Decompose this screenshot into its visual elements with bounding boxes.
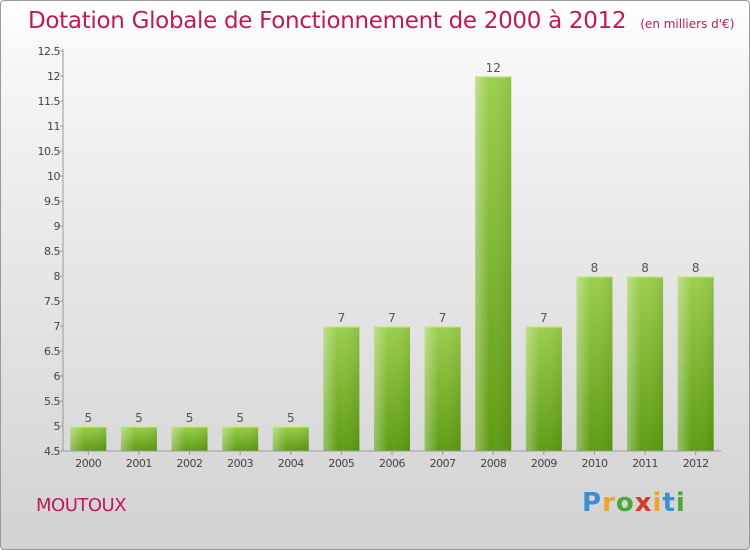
y-tick-label: 7.5 [44,295,60,308]
x-tick-label: 2006 [379,457,405,470]
bar-highlight [171,426,208,451]
bar-top-edge [272,426,309,428]
x-tick-label: 2009 [531,457,557,470]
bar-top-edge [627,276,664,278]
bar-top-edge [323,326,360,328]
chart-title: Dotation Globale de Fonctionnement de 20… [28,8,734,34]
y-tick-label: 10.5 [38,145,61,158]
bar-highlight [222,426,259,451]
bar-top-edge [424,326,461,328]
y-tick-label: 10 [47,170,60,183]
y-tick-label: 6 [54,370,61,383]
bar-value-label: 5 [236,411,244,425]
y-tick-label: 11.5 [38,95,61,108]
x-tick-label: 2010 [581,457,607,470]
y-tick-label: 8 [54,270,61,283]
bar-top-edge [677,276,714,278]
bar-value-label: 12 [486,61,501,75]
bar-value-label: 7 [540,311,548,325]
bar-value-label: 7 [338,311,346,325]
bar-highlight [576,276,613,451]
bar-value-label: 8 [641,261,649,275]
bar-top-edge [525,326,562,328]
bar-highlight [374,326,410,451]
y-tick-label: 9 [54,220,61,233]
x-tick-label: 2002 [177,457,203,470]
bar-top-edge [222,426,259,428]
x-tick-label: 2000 [75,457,101,470]
y-tick-label: 4.5 [44,445,60,458]
bar-top-edge [70,426,107,428]
bar-value-label: 8 [591,261,599,275]
bar-top-edge [576,276,613,278]
bar-value-label: 8 [692,261,700,275]
y-axis: 4.5 5 5.5 6 6.5 7 7.5 8 8.5 9 9.5 10 10.5 11 11.5 12 12.… [38,45,64,458]
y-tick-label: 9.5 [44,195,60,208]
bar-highlight [525,326,562,451]
x-tick-label: 2012 [683,457,709,470]
bar-highlight [323,326,360,451]
x-tick-label: 2008 [480,457,506,470]
y-tick-label: 8.5 [44,245,60,258]
bar-value-label: 5 [287,411,295,425]
bar-value-label: 5 [135,411,143,425]
bar-highlight [272,426,309,451]
bar-highlight [475,76,512,451]
y-tick-label: 7 [54,320,61,333]
bar-top-edge [120,426,157,428]
proxiti-logo: Proxiti [582,488,686,518]
bar-top-edge [374,326,410,328]
bar-highlight [120,426,157,451]
y-tick-label: 5 [54,420,61,433]
bar-top-edge [171,426,208,428]
y-tick-label: 11 [47,120,60,133]
y-tick-label: 12.5 [38,45,61,58]
y-tick-label: 6.5 [44,345,60,358]
x-tick-label: 2005 [328,457,354,470]
title-text: Dotation Globale de Fonctionnement de 20… [28,8,627,34]
bar-value-label: 7 [388,311,396,325]
chart-subtitle: (en milliers d'€) [640,17,735,31]
y-tick-label: 5.5 [44,395,60,408]
town-name: MOUTOUX [36,495,127,516]
x-tick-label: 2001 [126,457,152,470]
bar-highlight [677,276,714,451]
x-axis: 2000 2001 2002 2003 2004 2005 2006 2007 2008 2009… [63,450,721,470]
bar-value-label: 5 [84,411,92,425]
x-tick-label: 2003 [227,457,253,470]
bar-highlight [70,426,107,451]
bar-value-label: 5 [186,411,194,425]
bar-value-label: 7 [439,311,447,325]
x-tick-label: 2007 [430,457,456,470]
bar-highlight [627,276,664,451]
bar-top-edge [475,76,512,78]
y-tick-label: 12 [47,70,60,83]
bar-highlight [424,326,461,451]
x-tick-label: 2004 [278,457,304,470]
bars: 5 5 5 5 5 7 7 7 12 7 8 8 8 [70,61,714,451]
x-tick-label: 2011 [632,457,658,470]
